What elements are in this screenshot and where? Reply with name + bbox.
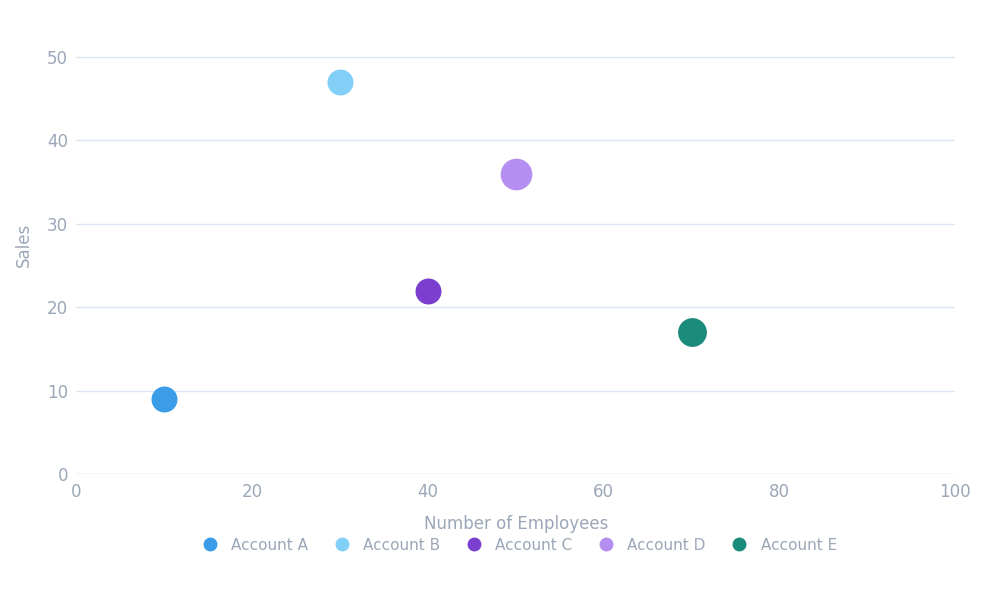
Point xyxy=(420,286,436,295)
Point xyxy=(683,327,699,337)
X-axis label: Number of Employees: Number of Employees xyxy=(424,515,608,533)
Legend: Account A, Account B, Account C, Account D, Account E: Account A, Account B, Account C, Account… xyxy=(188,531,843,558)
Point xyxy=(508,169,524,178)
Y-axis label: Sales: Sales xyxy=(15,223,33,267)
Point xyxy=(332,77,348,86)
Point xyxy=(157,394,173,404)
